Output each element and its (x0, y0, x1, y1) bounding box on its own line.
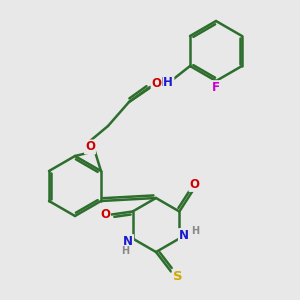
Text: O: O (85, 140, 95, 154)
Text: N: N (179, 229, 189, 242)
Text: F: F (212, 81, 220, 94)
Text: N: N (123, 235, 133, 248)
Text: NH: NH (154, 76, 173, 89)
Text: H: H (121, 246, 129, 256)
Text: O: O (152, 77, 162, 90)
Text: O: O (100, 208, 110, 221)
Text: H: H (191, 226, 199, 236)
Text: S: S (173, 270, 182, 284)
Text: O: O (189, 178, 200, 191)
